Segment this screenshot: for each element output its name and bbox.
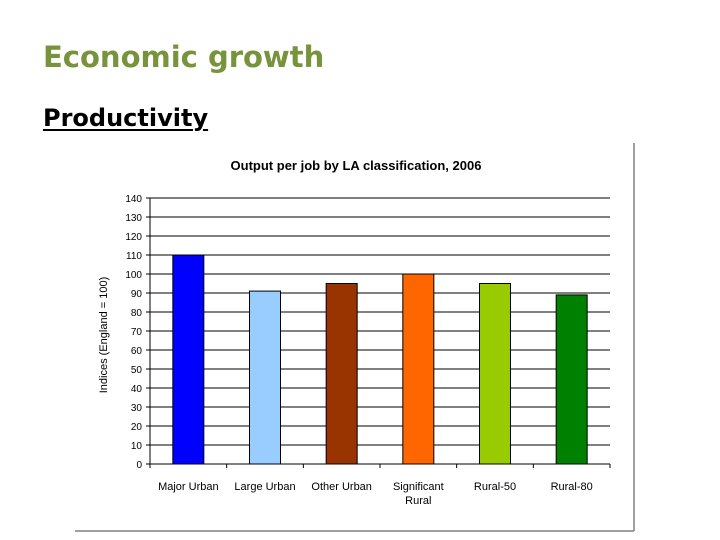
y-tick-label: 130	[125, 213, 142, 224]
y-tick-label: 10	[131, 441, 143, 452]
y-tick-label: 120	[125, 232, 142, 243]
y-tick-label: 30	[131, 403, 143, 414]
y-tick-label: 140	[125, 194, 142, 205]
slide-subtitle: Productivity	[43, 104, 209, 132]
bar	[325, 283, 358, 465]
chart-title: Output per job by LA classification, 200…	[231, 158, 482, 173]
y-tick-label: 80	[131, 308, 143, 319]
x-tick-label: Major Urban	[158, 481, 219, 493]
y-axis-label: Indices (England = 100)	[98, 277, 110, 394]
y-tick-label: 50	[131, 365, 143, 376]
bar	[555, 294, 588, 465]
x-tick-label-line: Rural	[405, 495, 431, 507]
bars	[172, 254, 588, 465]
x-tick-label: Significant Rural	[393, 481, 444, 507]
bar	[249, 290, 281, 465]
y-tick-label: 110	[126, 251, 142, 262]
x-tick-label-line: Other Urban	[311, 481, 372, 493]
bar	[402, 273, 435, 465]
y-tick-label: 70	[131, 327, 143, 338]
x-tick-label-line: Rural-50	[474, 481, 516, 493]
x-tick-label: Large Urban	[234, 481, 295, 493]
y-tick-label: 20	[131, 422, 143, 433]
x-tick-label-line: Major Urban	[158, 481, 219, 493]
y-tick-labels: 0 10 20 30 40 50 60 70 80 90 100 110 120 130 140	[125, 194, 142, 471]
y-tick-label: 0	[136, 460, 142, 471]
y-tick-label: 60	[131, 346, 143, 357]
y-tick-label: 40	[131, 384, 143, 395]
y-tick-label: 100	[125, 270, 142, 281]
x-tick-label-line: Large Urban	[234, 481, 295, 493]
x-tick-label-line: Rural-80	[551, 481, 593, 493]
x-tick-labels: Major Urban Large Urban Other Urban Signifi…	[158, 481, 593, 507]
axes	[146, 197, 611, 468]
x-tick-label: Rural-80	[551, 481, 593, 493]
bar	[479, 283, 511, 465]
bar	[172, 254, 205, 465]
y-tick-label: 90	[131, 289, 143, 300]
x-tick-label: Other Urban	[311, 481, 372, 493]
gridlines	[150, 197, 610, 446]
x-tick-label-line: Significant	[393, 481, 444, 493]
x-tick-label: Rural-50	[474, 481, 516, 493]
slide-title: Economic growth	[43, 40, 325, 74]
